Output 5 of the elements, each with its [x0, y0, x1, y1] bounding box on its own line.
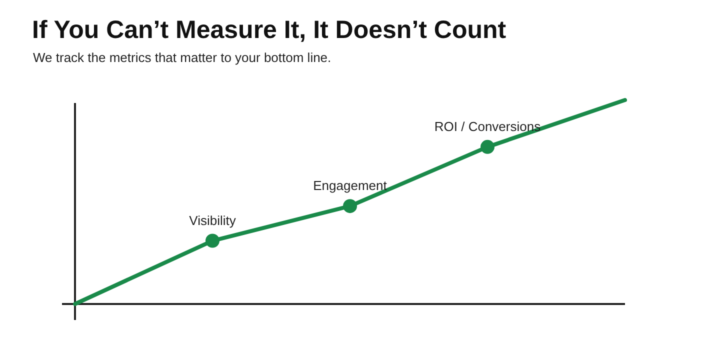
x-tick-label: ROI / Conversions — [434, 118, 542, 134]
chart-title: If You Can’t Measure It, It Doesn’t Count — [32, 16, 507, 44]
x-tick-label: Engagement — [313, 178, 388, 194]
chart-subtitle: We track the metrics that matter to your bottom line. — [33, 50, 332, 65]
x-tick-label: Visibility — [189, 212, 236, 228]
